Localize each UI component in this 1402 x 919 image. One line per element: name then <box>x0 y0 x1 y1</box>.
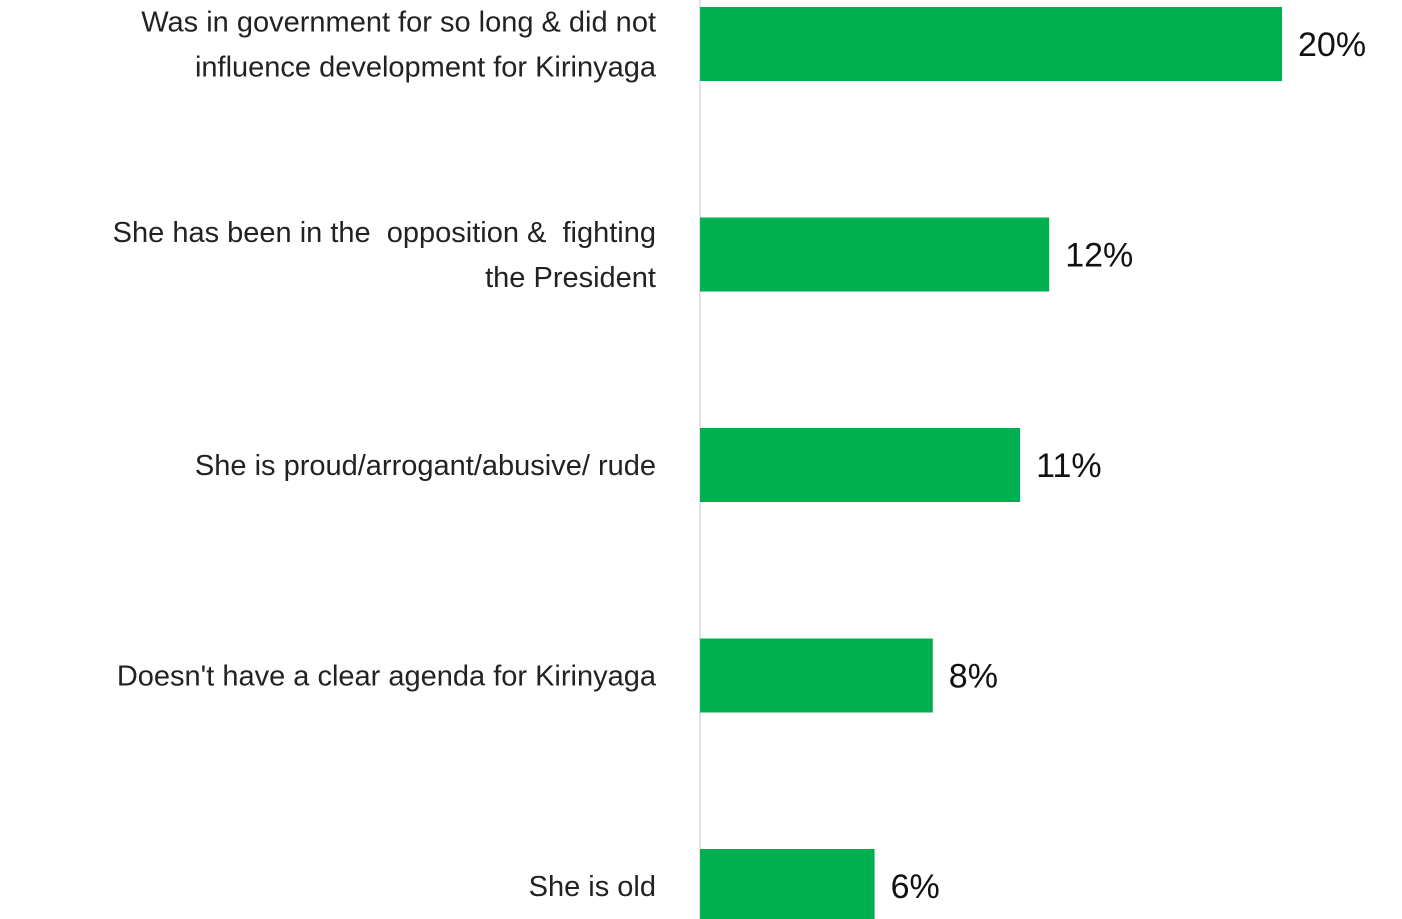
data-label-3: 11% <box>1036 447 1102 485</box>
category-label-2: She has been in the opposition & fightin… <box>113 217 656 294</box>
bar-5 <box>700 849 875 919</box>
data-labels-group: 20% 12% 11% 8% 6% <box>891 26 1366 906</box>
category-label-4: Doesn't have a clear agenda for Kirinyag… <box>117 661 657 693</box>
category-label-1-line-1: Was in government for so long & did not <box>141 7 656 39</box>
category-label-3: She is proud/arrogant/abusive/ rude <box>195 450 656 482</box>
category-label-5-line-1: She is old <box>529 871 656 903</box>
category-label-4-line-1: Doesn't have a clear agenda for Kirinyag… <box>117 661 657 693</box>
category-label-2-line-2: the President <box>485 262 656 294</box>
category-labels-group: Was in government for so long & did not i… <box>113 7 657 904</box>
data-label-1: 20% <box>1298 26 1366 64</box>
bar-4 <box>700 638 933 713</box>
category-label-3-line-1: She is proud/arrogant/abusive/ rude <box>195 450 656 482</box>
category-label-1-line-2: influence development for Kirinyaga <box>195 52 657 84</box>
bar-3 <box>700 428 1021 502</box>
bars-group <box>700 7 1282 919</box>
category-label-2-line-1: She has been in the opposition & fightin… <box>113 217 656 249</box>
bar-1 <box>700 7 1282 81</box>
category-label-5: She is old <box>529 871 656 903</box>
data-label-5: 6% <box>891 868 940 906</box>
category-label-1: Was in government for so long & did not i… <box>141 7 657 84</box>
data-label-2: 12% <box>1065 237 1133 275</box>
bar-2 <box>700 217 1050 292</box>
data-label-4: 8% <box>949 658 998 696</box>
